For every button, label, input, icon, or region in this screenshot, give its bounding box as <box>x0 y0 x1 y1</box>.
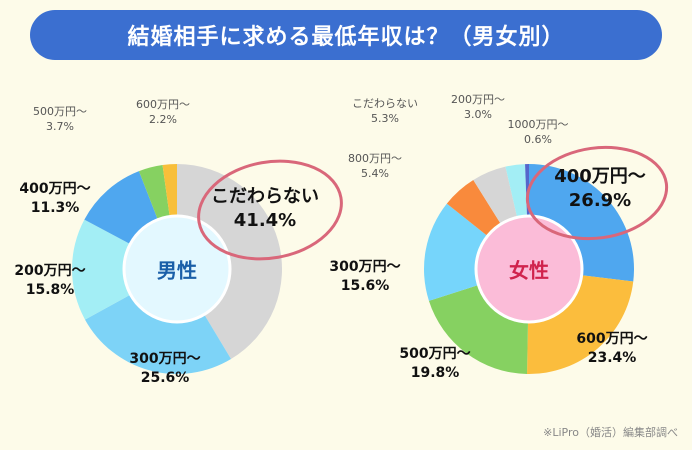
slice-category: 200万円～ <box>14 263 86 279</box>
slice-value: 3.7% <box>46 119 74 133</box>
slice-category: こだわらない <box>352 97 418 110</box>
slice-category: こだわらない <box>211 186 319 207</box>
slice-category: 400万円～ <box>554 166 646 187</box>
slice-label: 500万円～ 3.7% <box>33 105 87 135</box>
donut-slice <box>428 285 529 374</box>
slice-category: 200万円～ <box>451 93 505 106</box>
highlight-circle <box>197 159 343 261</box>
slice-category: 300万円～ <box>329 259 401 275</box>
slice-category: 300万円～ <box>129 351 201 367</box>
slice-category: 600万円～ <box>576 331 648 347</box>
slice-label: 300万円～ 25.6% <box>129 350 200 388</box>
donut-slice <box>72 219 131 320</box>
slice-label: 200万円～ 15.8% <box>14 262 85 300</box>
slice-value: 3.0% <box>464 107 492 121</box>
donut-center <box>474 214 584 324</box>
slice-label: こだわらない 5.3% <box>352 97 418 127</box>
center-label: 女性 <box>509 258 549 283</box>
slice-value: 23.4% <box>587 349 637 366</box>
donut-slice <box>84 294 232 375</box>
donut-slice <box>505 164 528 218</box>
slice-label: 800万円～ 5.4% <box>348 152 402 182</box>
slice-value: 19.8% <box>410 364 460 381</box>
slice-value: 0.6% <box>524 132 552 146</box>
donut-slice <box>527 275 634 374</box>
donut-slice <box>424 203 488 301</box>
slice-value: 26.9% <box>568 190 632 212</box>
slice-label: 500万円～ 19.8% <box>399 345 470 383</box>
slice-label: 600万円～ 23.4% <box>576 330 647 368</box>
slice-category: 600万円～ <box>136 98 190 111</box>
slice-label: 300万円～ 15.6% <box>329 258 400 296</box>
slice-value: 15.6% <box>340 277 390 294</box>
donut-slice <box>446 179 501 236</box>
slice-label: 1000万円～ 0.6% <box>508 118 569 148</box>
slice-category: 800万円～ <box>348 152 402 165</box>
donut-slice <box>162 164 177 217</box>
slice-label: 600万円～ 2.2% <box>136 98 190 128</box>
slice-label: 400万円～ 11.3% <box>19 180 90 218</box>
slice-value: 25.6% <box>140 369 190 386</box>
slice-label: 200万円～ 3.0% <box>451 93 505 123</box>
slice-value: 5.3% <box>371 111 399 125</box>
slice-category: 1000万円～ <box>507 118 569 131</box>
slice-value: 15.8% <box>25 281 75 298</box>
donut-center <box>122 214 232 324</box>
slice-value: 41.4% <box>233 210 297 232</box>
slice-label: こだわらない 41.4% <box>211 185 319 234</box>
slice-label: 400万円～ 26.9% <box>554 165 646 214</box>
donut-slice <box>473 166 518 225</box>
slice-category: 400万円～ <box>19 181 91 197</box>
slice-value: 11.3% <box>30 199 80 216</box>
slice-category: 500万円～ <box>399 346 471 362</box>
donut-slice <box>138 165 170 220</box>
highlight-circle <box>525 145 669 241</box>
donut-slice <box>529 164 634 282</box>
donut-slice <box>84 171 158 245</box>
slice-value: 5.4% <box>361 166 389 180</box>
source-note: ※LiPro（婚活）編集部調べ <box>543 426 678 439</box>
slice-value: 2.2% <box>149 112 177 126</box>
slice-category: 500万円～ <box>33 105 87 118</box>
center-label: 男性 <box>157 258 197 283</box>
chart-title: 結婚相手に求める最低年収は？（男女別） <box>30 10 662 60</box>
